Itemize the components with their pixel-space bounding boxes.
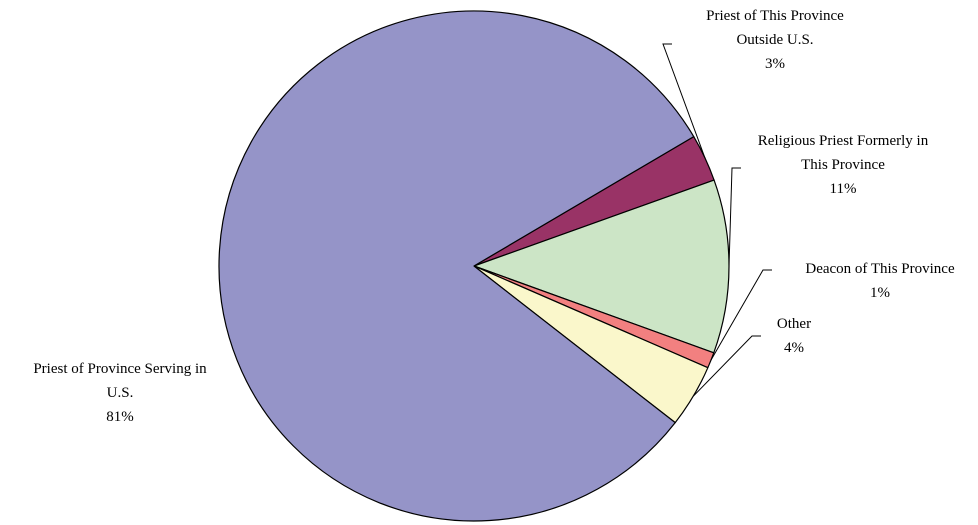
pie-slice-5 xyxy=(218,10,695,522)
slice-label-line: Outside U.S. xyxy=(736,32,813,48)
slice-label-4: Other 4% xyxy=(777,316,811,356)
slice-percent: 81% xyxy=(106,409,134,425)
slice-label-line: Other xyxy=(777,316,811,332)
slice-percent: 1% xyxy=(870,285,890,301)
leader-line-4 xyxy=(692,335,761,397)
slice-label-line: Priest of This Province xyxy=(706,8,844,24)
slice-percent: 11% xyxy=(830,181,857,197)
slice-label-line: Religious Priest Formerly in xyxy=(758,133,929,149)
slice-label-line: U.S. xyxy=(107,385,134,401)
slice-label-line: Deacon of This Province xyxy=(805,261,955,277)
slice-percent: 4% xyxy=(784,340,804,356)
leader-line-3 xyxy=(710,269,772,361)
leader-line-1 xyxy=(662,43,706,158)
pie-slices xyxy=(218,10,730,522)
slice-percent: 3% xyxy=(765,56,785,72)
pie-slice-2 xyxy=(473,179,730,354)
leader-lines xyxy=(662,43,772,397)
slice-labels: Priest of This Province Outside U.S. 3% Rel… xyxy=(33,8,955,425)
slice-label-2: Religious Priest Formerly in This Provinc… xyxy=(758,133,929,197)
leader-line-2 xyxy=(728,167,741,267)
slice-label-3: Deacon of This Province 1% xyxy=(805,261,955,301)
slice-label-5: Priest of Province Serving in U.S. 81% xyxy=(33,361,207,425)
slice-label-line: Priest of Province Serving in xyxy=(33,361,207,377)
slice-label-1: Priest of This Province Outside U.S. 3% xyxy=(706,8,844,72)
slice-label-line: This Province xyxy=(801,157,885,173)
